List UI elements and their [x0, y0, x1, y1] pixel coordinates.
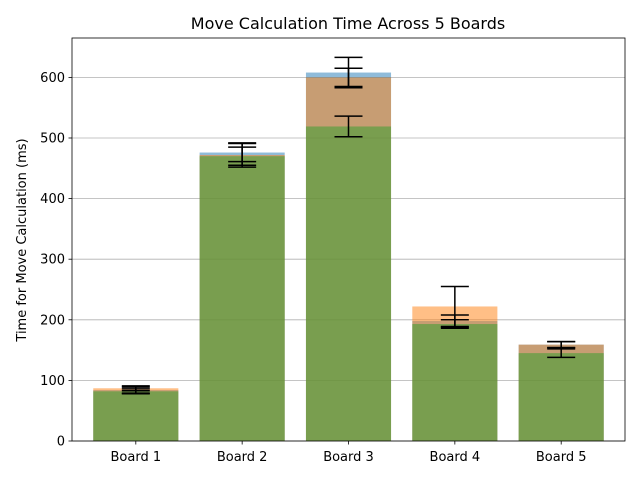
- error-bars: [121, 56, 576, 395]
- bar-series-3: [305, 126, 392, 441]
- plot-frame: [71, 37, 626, 442]
- bar-series-3: [93, 391, 179, 441]
- x-tick-label: Board 5: [536, 450, 587, 465]
- x-tick-label: Board 1: [110, 450, 161, 465]
- y-tick-label: 200: [40, 313, 65, 328]
- x-tick-label: Board 3: [323, 450, 374, 465]
- axes: 0 100 200 300 400 500 600 Board 1 Board 2 Board 3…: [40, 37, 626, 465]
- y-tick-label: 600: [40, 71, 65, 86]
- y-axis-label: Time for Move Calculation (ms): [15, 138, 30, 342]
- bar-series-3: [518, 353, 604, 441]
- x-tick-label: Board 4: [430, 450, 481, 465]
- y-tick-label: 400: [40, 192, 65, 207]
- y-tick-label: 0: [57, 435, 65, 450]
- bar-series-3: [412, 324, 498, 441]
- x-tick-label: Board 2: [217, 450, 268, 465]
- bar-series-3: [199, 156, 285, 442]
- chart-title: Move Calculation Time Across 5 Boards: [191, 14, 505, 33]
- y-tick-label: 500: [40, 131, 65, 146]
- y-tick-label: 300: [40, 253, 65, 268]
- y-tick-label: 100: [40, 374, 65, 389]
- bars: [93, 72, 604, 442]
